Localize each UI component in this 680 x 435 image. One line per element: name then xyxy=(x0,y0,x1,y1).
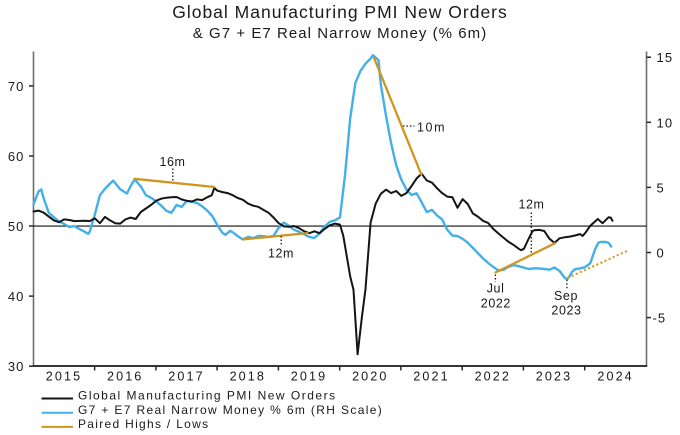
svg-text:2016: 2016 xyxy=(107,370,143,384)
svg-text:2022: 2022 xyxy=(475,370,511,384)
svg-text:10: 10 xyxy=(657,115,674,130)
svg-text:12m: 12m xyxy=(518,198,544,212)
svg-text:Sep: Sep xyxy=(554,289,578,303)
svg-text:-5: -5 xyxy=(653,311,667,326)
svg-text:5: 5 xyxy=(657,180,665,195)
svg-text:& G7 + E7 Real Narrow Money (%: & G7 + E7 Real Narrow Money (% 6m) xyxy=(193,25,488,42)
svg-text:70: 70 xyxy=(8,79,25,94)
svg-text:Global Manufacturing PMI New O: Global Manufacturing PMI New Orders xyxy=(172,2,508,22)
svg-text:16m: 16m xyxy=(159,155,185,169)
svg-text:12m: 12m xyxy=(268,247,294,261)
svg-text:2019: 2019 xyxy=(291,370,327,384)
svg-text:2017: 2017 xyxy=(168,370,204,384)
svg-text:2024: 2024 xyxy=(597,370,633,384)
svg-text:2023: 2023 xyxy=(551,304,581,318)
svg-text:60: 60 xyxy=(8,149,25,164)
svg-text:Global Manufacturing PMI New O: Global Manufacturing PMI New Orders xyxy=(78,389,337,403)
svg-text:G7 + E7 Real Narrow Money % 6m: G7 + E7 Real Narrow Money % 6m (RH Scale… xyxy=(78,403,383,417)
svg-text:2021: 2021 xyxy=(413,370,449,384)
svg-text:Jul: Jul xyxy=(487,282,505,296)
svg-text:2015: 2015 xyxy=(46,370,82,384)
svg-text:2018: 2018 xyxy=(230,370,266,384)
svg-text:40: 40 xyxy=(8,289,25,304)
svg-text:30: 30 xyxy=(8,359,25,374)
svg-text:15: 15 xyxy=(657,50,674,65)
svg-text:2020: 2020 xyxy=(352,370,388,384)
svg-text:10m: 10m xyxy=(417,121,446,135)
svg-text:0: 0 xyxy=(657,246,665,261)
svg-text:50: 50 xyxy=(8,219,25,234)
svg-text:Paired Highs / Lows: Paired Highs / Lows xyxy=(78,417,209,431)
svg-text:2023: 2023 xyxy=(536,370,572,384)
svg-text:2022: 2022 xyxy=(481,297,511,311)
